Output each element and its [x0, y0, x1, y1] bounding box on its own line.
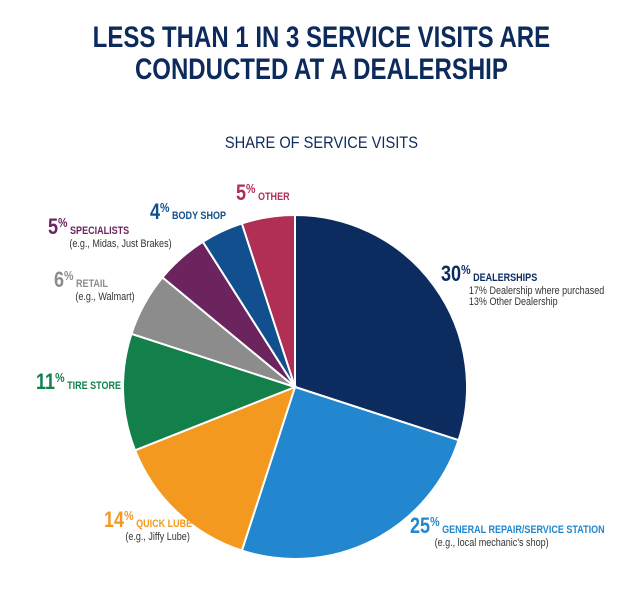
slice-name-general-repair-service-station: GENERAL REPAIR/SERVICE STATION: [439, 524, 605, 536]
slice-name-specialists: SPECIALISTS: [67, 225, 130, 237]
chart-title-line-2: CONDUCTED AT A DEALERSHIP: [134, 53, 508, 86]
pie-slice-other: [240, 213, 296, 388]
slice-note-retail-1: (e.g., Walmart): [75, 290, 135, 303]
slice-label-body-shop: 4% BODY SHOP: [150, 200, 226, 224]
slice-name-body-shop: BODY SHOP: [169, 210, 227, 222]
slice-value-other: 5: [236, 180, 247, 205]
slice-value-body-shop: 4: [150, 199, 161, 224]
percent-sign: %: [430, 514, 440, 529]
slice-note-quick-lube-1: (e.g., Jiffy Lube): [125, 530, 190, 543]
slice-value-tire-store: 11: [36, 369, 56, 394]
slice-label-dealerships: 30% DEALERSHIPS 17% Dealership where purc…: [441, 262, 604, 309]
slice-label-other: 5% OTHER: [236, 181, 290, 205]
slice-note-general-repair-service-station-1: (e.g., local mechanic's shop): [434, 536, 549, 549]
slice-name-other: OTHER: [255, 191, 290, 203]
pie-slice-general-repair-service-station: [240, 385, 460, 560]
slice-note-specialists-1: (e.g., Midas, Just Brakes): [69, 237, 172, 250]
slice-name-retail: RETAIL: [73, 278, 108, 290]
pie-slice-quick-lube: [133, 385, 297, 552]
slice-note-dealerships-2: 13% Other Dealership: [468, 296, 558, 309]
chart-title-line-1: LESS THAN 1 IN 3 SERVICE VISITS ARE: [92, 21, 551, 54]
percent-sign: %: [461, 262, 471, 277]
slice-value-quick-lube: 14: [104, 507, 125, 532]
slice-label-quick-lube: 14% QUICK LUBE (e.g., Jiffy Lube): [104, 508, 192, 543]
slice-name-tire-store: TIRE STORE: [64, 380, 122, 392]
slice-label-specialists: 5% SPECIALISTS (e.g., Midas, Just Brakes): [48, 215, 172, 250]
percent-sign: %: [55, 370, 65, 385]
slice-value-general-repair-service-station: 25: [410, 513, 431, 538]
pie-slice-dealerships: [294, 213, 468, 442]
percent-sign: %: [246, 181, 256, 196]
slice-value-specialists: 5: [48, 214, 59, 239]
percent-sign: %: [64, 268, 74, 283]
chart-subtitle: SHARE OF SERVICE VISITS: [224, 133, 418, 152]
percent-sign: %: [58, 215, 68, 230]
pie-slice-tire-store: [122, 332, 298, 452]
slice-label-general-repair-service-station: 25% GENERAL REPAIR/SERVICE STATION (e.g.,…: [410, 514, 605, 549]
slice-name-dealerships: DEALERSHIPS: [470, 272, 538, 284]
slice-value-dealerships: 30: [441, 261, 462, 286]
percent-sign: %: [160, 200, 170, 215]
slice-label-tire-store: 11% TIRE STORE: [36, 370, 121, 394]
slice-note-dealerships-1: 17% Dealership where purchased: [468, 284, 605, 297]
slice-label-retail: 6% RETAIL (e.g., Walmart): [54, 268, 135, 303]
chart-title: LESS THAN 1 IN 3 SERVICE VISITS ARE COND…: [64, 22, 578, 86]
percent-sign: %: [124, 508, 134, 523]
slice-name-quick-lube: QUICK LUBE: [133, 518, 193, 530]
slice-value-retail: 6: [54, 267, 65, 292]
